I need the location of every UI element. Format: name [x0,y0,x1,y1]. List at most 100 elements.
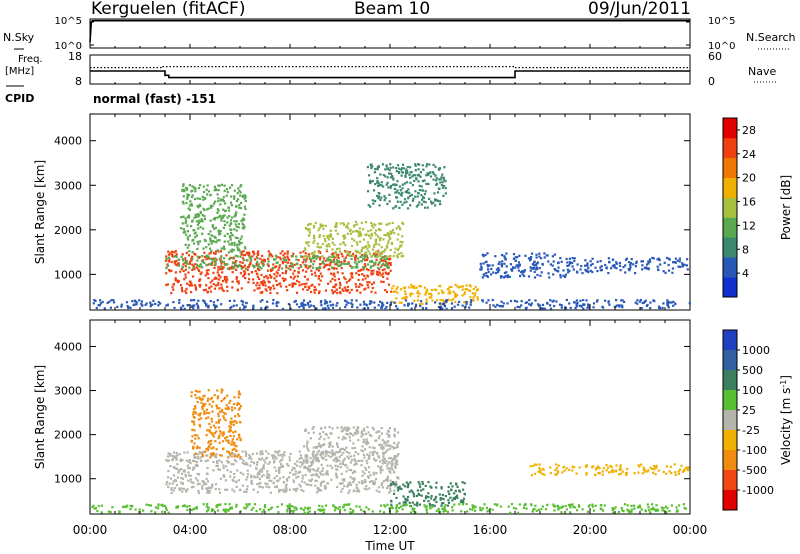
velocity-cell [569,503,572,506]
velocity-cell [212,446,215,449]
power-cell [445,300,448,303]
velocity-cell [386,467,389,470]
power-cell [552,299,555,302]
velocity-cell [196,401,199,404]
power-cell [197,268,200,271]
velocity-cell [404,497,407,500]
power-cell [492,304,495,307]
velocity-cell [664,505,667,508]
velocity-cell [368,487,371,490]
power-cell [496,303,499,306]
velocity-cell [221,389,224,392]
velocity-cell [455,494,459,497]
power-cell [327,282,330,285]
power-cell [538,304,542,307]
power-cell [381,272,384,275]
velocity-cell [322,431,325,434]
power-cell [149,301,152,304]
velocity-cell [282,490,285,493]
velocity-cell [683,506,686,510]
power-cell [389,248,392,251]
power-cell [418,189,421,192]
power-cell [616,304,619,307]
velocity-cell [307,469,310,472]
power-cell [416,299,419,302]
power-cell [518,306,521,309]
velocity-cell [391,459,394,462]
power-cell [380,184,383,187]
power-cell [397,252,400,256]
velocity-cell [355,483,358,486]
velocity-cell [199,456,202,459]
velocity-cell [357,439,360,442]
power-cell [302,306,305,309]
time-tick-label: 00:00 [673,523,708,537]
velocity-cell [241,450,244,453]
power-cell [303,275,306,278]
power-cell [330,253,333,256]
power-cell [234,212,237,215]
power-cell [295,258,298,261]
velocity-cell [126,504,129,507]
power-cell [214,200,217,203]
power-cell [273,277,276,280]
velocity-cell [238,436,241,439]
power-cell [569,306,572,309]
power-cell [341,288,344,291]
power-cell [326,263,329,266]
power-cell [535,256,538,259]
power-cell [348,251,351,254]
velocity-cell [208,422,211,426]
velocity-cell [218,434,221,438]
power-cell [230,231,233,234]
power-cell [229,249,232,252]
velocity-cell [472,506,475,509]
power-cell [303,263,306,266]
power-cell [313,234,316,237]
power-cell [95,306,98,310]
velocity-cell [372,483,375,486]
power-cell [223,234,226,237]
velocity-cell [252,462,255,465]
power-cell [293,269,296,272]
power-cell [317,251,320,254]
power-cell [461,285,465,288]
power-cell [389,166,392,169]
power-cell [453,305,456,308]
power-cell [211,234,214,237]
velocity-cell [371,510,374,513]
power-cell [370,167,373,170]
power-cell [181,290,184,293]
power-cell [222,216,225,219]
power-cell [658,305,661,308]
power-cell [395,305,398,308]
velocity-cell [651,503,654,506]
power-cell [444,187,447,190]
power-cell [186,246,189,249]
power-cell [371,180,374,183]
velocity-cell [196,434,199,437]
velocity-cell [258,469,261,472]
velocity-cell [195,463,199,466]
velocity-cell [665,472,668,475]
velocity-cell [259,485,262,488]
power-cell [584,259,587,262]
velocity-cell [394,462,397,465]
velocity-cell [602,467,605,470]
velocity-cell [555,473,558,476]
velocity-cell [401,508,404,511]
velocity-cell [167,459,170,462]
power-cell [434,198,437,201]
velocity-cell [389,447,392,450]
power-cell [313,224,316,227]
power-cell [213,227,216,230]
velocity-cell [262,467,265,470]
power-cell [281,262,285,265]
velocity-cell [305,459,308,462]
power-cell [571,265,574,268]
power-cell [213,189,216,192]
power-cell [385,246,389,249]
power-cell [351,237,354,240]
power-cell [334,250,337,253]
power-cell [306,278,309,281]
